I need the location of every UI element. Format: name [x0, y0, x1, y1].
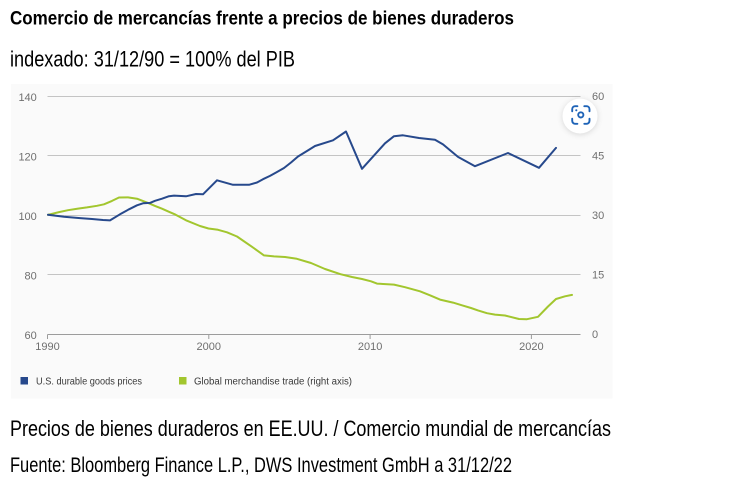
- svg-text:1990: 1990: [35, 341, 59, 353]
- svg-text:Global merchandise trade (righ: Global merchandise trade (right axis): [194, 377, 352, 388]
- svg-text:2000: 2000: [197, 341, 221, 353]
- svg-text:Precios de bienes duraderos en: Precios de bienes duraderos en EE.UU. / …: [10, 416, 611, 441]
- svg-text:140: 140: [18, 92, 36, 104]
- svg-text:indexado: 31/12/90 = 100% del: indexado: 31/12/90 = 100% del PIB: [10, 47, 295, 72]
- svg-text:60: 60: [592, 91, 604, 103]
- svg-text:0: 0: [592, 329, 598, 341]
- svg-text:120: 120: [18, 151, 36, 163]
- svg-text:60: 60: [25, 330, 37, 342]
- svg-text:80: 80: [25, 270, 37, 282]
- svg-text:Fuente: Bloomberg Finance L.P.: Fuente: Bloomberg Finance L.P., DWS Inve…: [10, 454, 512, 477]
- svg-text:15: 15: [592, 270, 604, 282]
- svg-text:2010: 2010: [358, 341, 382, 353]
- svg-text:2020: 2020: [519, 341, 543, 353]
- svg-text:100: 100: [18, 211, 36, 223]
- svg-text:45: 45: [592, 151, 604, 163]
- svg-text:U.S. durable goods prices: U.S. durable goods prices: [36, 377, 142, 388]
- svg-text:30: 30: [592, 210, 604, 222]
- svg-text:Comercio de mercancías frente: Comercio de mercancías frente a precios …: [10, 8, 514, 30]
